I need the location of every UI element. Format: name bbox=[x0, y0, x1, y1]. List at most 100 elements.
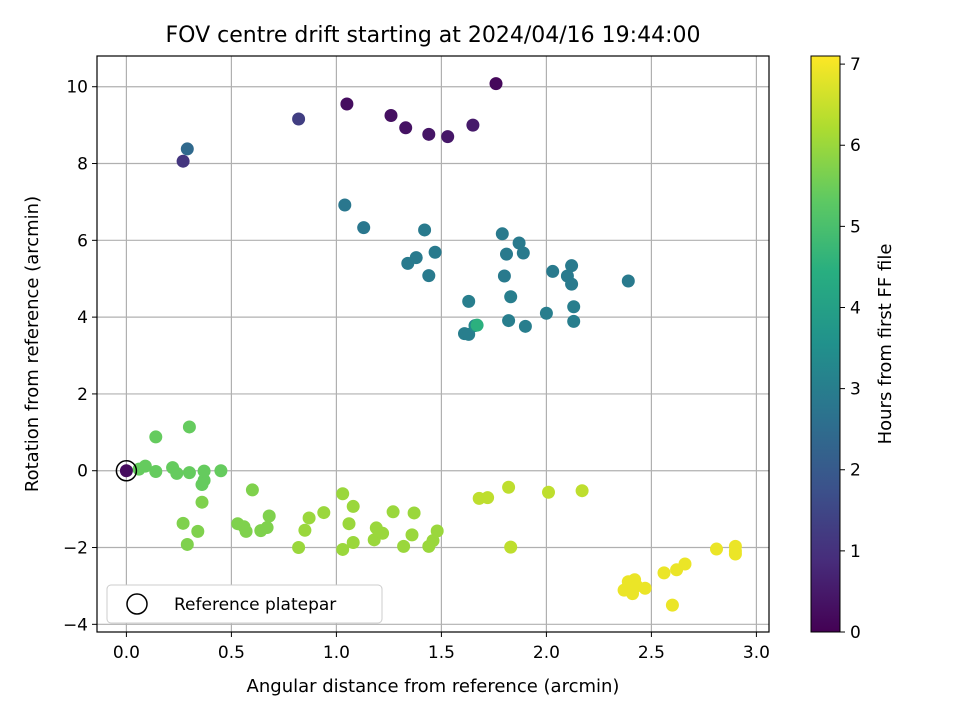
x-tick-label: 1.5 bbox=[428, 643, 455, 663]
data-point bbox=[462, 294, 476, 308]
colorbar-label: Hours from first FF file bbox=[875, 244, 896, 445]
legend-label-reference: Reference platepar bbox=[174, 595, 336, 615]
x-tick-label: 1.0 bbox=[323, 643, 350, 663]
legend-marker-reference bbox=[126, 593, 148, 615]
data-point bbox=[504, 540, 518, 554]
data-point bbox=[497, 269, 511, 283]
data-point bbox=[405, 528, 419, 542]
data-point bbox=[516, 246, 530, 260]
data-point bbox=[710, 542, 723, 556]
data-points bbox=[115, 77, 742, 612]
colorbar-gradient bbox=[810, 55, 841, 633]
y-tick-label: 6 bbox=[77, 231, 88, 251]
data-point bbox=[495, 227, 509, 241]
data-point bbox=[621, 274, 635, 288]
y-tick-label: 4 bbox=[77, 308, 88, 328]
reference-point-marker bbox=[115, 459, 138, 482]
x-axis-label: Angular distance from reference (arcmin) bbox=[247, 676, 620, 697]
y-tick-label: 8 bbox=[77, 155, 88, 175]
data-point bbox=[317, 506, 331, 520]
data-point bbox=[422, 269, 436, 283]
colorbar: 0 1 2 3 4 5 6 7 Hours from first FF file bbox=[810, 55, 896, 643]
data-point bbox=[575, 484, 589, 498]
x-tick-label: 0.5 bbox=[218, 643, 245, 663]
data-point bbox=[518, 319, 532, 333]
data-point bbox=[346, 499, 360, 513]
data-point bbox=[502, 480, 516, 494]
y-axis-label: Rotation from reference (arcmin) bbox=[22, 196, 43, 492]
data-point bbox=[149, 464, 163, 478]
data-point bbox=[336, 487, 350, 501]
data-point bbox=[197, 473, 211, 487]
data-point bbox=[170, 466, 184, 480]
data-point bbox=[542, 485, 555, 499]
y-tick-label: −2 bbox=[63, 539, 88, 559]
data-point bbox=[180, 142, 194, 156]
colorbar-tick-label: 0 bbox=[850, 623, 861, 643]
y-axis-ticks: −4 −2 0 2 4 6 8 10 bbox=[63, 78, 97, 635]
data-point bbox=[638, 581, 652, 595]
data-point bbox=[489, 77, 503, 91]
data-point bbox=[418, 223, 432, 237]
data-point bbox=[292, 541, 306, 555]
x-tick-label: 2.0 bbox=[533, 643, 560, 663]
y-tick-label: 2 bbox=[77, 385, 88, 405]
data-point bbox=[214, 464, 228, 478]
data-point bbox=[470, 318, 484, 332]
colorbar-tick-label: 4 bbox=[850, 298, 861, 318]
data-point bbox=[182, 420, 196, 434]
data-point bbox=[665, 598, 679, 612]
plot-frame bbox=[96, 55, 770, 633]
y-tick-label: 10 bbox=[66, 78, 88, 98]
data-point bbox=[336, 542, 350, 556]
y-tick-label: −4 bbox=[63, 615, 88, 635]
data-point bbox=[504, 290, 518, 304]
data-point bbox=[245, 483, 259, 497]
data-point bbox=[500, 247, 513, 261]
chart-title: FOV centre drift starting at 2024/04/16 … bbox=[166, 23, 701, 48]
x-tick-label: 3.0 bbox=[743, 643, 770, 663]
data-point bbox=[376, 526, 390, 540]
x-axis-ticks: 0.0 0.5 1.0 1.5 2.0 2.5 3.0 bbox=[113, 632, 770, 663]
data-point bbox=[262, 509, 276, 523]
data-point bbox=[191, 524, 205, 538]
data-point bbox=[338, 198, 352, 212]
colorbar-tick-label: 3 bbox=[850, 380, 861, 400]
colorbar-tick-label: 6 bbox=[850, 136, 861, 156]
data-point bbox=[260, 521, 274, 535]
data-point bbox=[512, 236, 526, 250]
data-point bbox=[384, 109, 398, 123]
colorbar-tick-label: 7 bbox=[850, 55, 861, 75]
data-point bbox=[138, 459, 152, 473]
data-point bbox=[502, 314, 516, 328]
data-point bbox=[401, 256, 415, 270]
grid bbox=[97, 56, 769, 632]
data-point bbox=[466, 118, 480, 132]
data-point bbox=[149, 430, 163, 444]
data-point bbox=[292, 112, 306, 126]
data-point bbox=[197, 464, 211, 478]
colorbar-ticks: 0 1 2 3 4 5 6 7 bbox=[840, 55, 861, 643]
data-point bbox=[182, 466, 196, 480]
data-point bbox=[346, 536, 360, 550]
data-point bbox=[399, 121, 413, 135]
colorbar-tick-label: 5 bbox=[850, 217, 861, 237]
data-point bbox=[176, 516, 190, 530]
data-point bbox=[407, 506, 421, 520]
data-point bbox=[728, 547, 742, 561]
data-point bbox=[386, 505, 400, 519]
y-tick-label: 0 bbox=[77, 462, 88, 482]
data-point bbox=[342, 517, 356, 531]
data-point bbox=[239, 524, 253, 538]
colorbar-tick-label: 2 bbox=[850, 461, 861, 481]
data-point bbox=[180, 537, 194, 551]
data-point bbox=[340, 97, 354, 111]
data-point bbox=[428, 245, 442, 259]
colorbar-tick-label: 1 bbox=[850, 542, 861, 562]
data-point bbox=[481, 491, 495, 505]
data-point bbox=[678, 557, 692, 571]
data-point bbox=[546, 264, 560, 278]
legend-box bbox=[106, 584, 383, 624]
data-point bbox=[657, 566, 671, 580]
